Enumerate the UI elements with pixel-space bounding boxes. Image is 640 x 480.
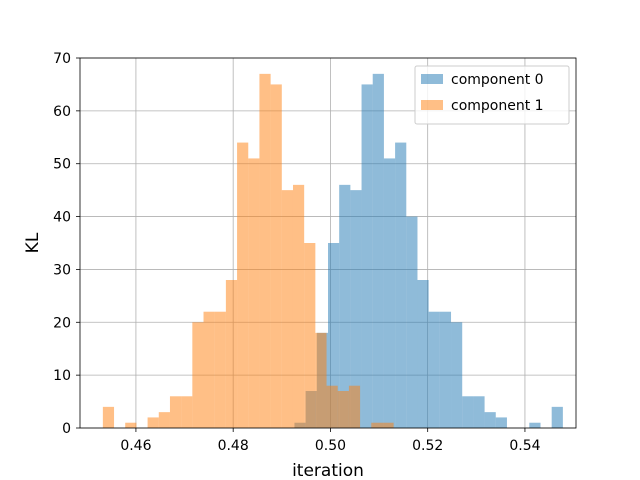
histogram-bar [102,406,115,428]
bars [102,73,563,429]
histogram-bar [192,322,204,428]
y-tick-label: 0 [62,421,71,437]
histogram-bar [270,84,282,428]
histogram-bar [315,332,327,428]
histogram-bar [326,385,338,428]
legend: component 0 component 1 [414,65,570,125]
x-tick-label: 0.46 [120,438,151,454]
histogram-bar [169,396,182,428]
histogram-bar [147,417,159,428]
histogram-bar [417,280,429,428]
y-tick-label: 40 [53,210,71,226]
legend-swatch [421,74,443,84]
histogram-bar [237,142,249,429]
histogram-bar [406,216,418,428]
histogram-bar [439,311,452,428]
histogram-bar [361,84,373,428]
x-tick-label: 0.54 [509,438,540,454]
y-tick-label: 30 [53,262,71,278]
histogram-bar [462,396,474,428]
histogram-bar [214,311,226,428]
y-tick-label: 20 [53,315,71,331]
histogram-bar [372,73,384,428]
histogram-bar [451,322,463,428]
histogram-bar [383,158,396,428]
histogram-bar [551,406,563,428]
histogram-bar [125,422,137,428]
y-tick-label: 50 [53,157,71,173]
y-tick-label: 10 [53,368,71,384]
legend-swatch [421,100,443,110]
histogram-bar [350,190,362,428]
histogram-bar [225,280,238,428]
histogram-bar [203,311,215,428]
histogram-bar [328,243,340,428]
histogram-bar [181,396,193,428]
histogram-bar [382,422,394,428]
y-axis-title: KL [23,232,43,253]
x-tick-label: 0.52 [412,438,443,454]
x-axis-title: iteration [292,461,364,480]
histogram-bar [529,422,541,428]
histogram-bar [281,190,293,428]
histogram-bar [304,243,316,428]
histogram-bar [248,158,260,428]
x-tick-label: 0.50 [315,438,346,454]
legend-label: component 1 [451,98,544,114]
histogram-bar [371,422,383,428]
legend-label: component 0 [451,72,544,88]
legend-box [414,65,570,125]
histogram-bar [292,184,305,428]
histogram-bar [259,73,271,428]
series-1-bars [102,73,394,429]
y-tick-label: 60 [53,104,71,120]
x-tick-label: 0.48 [218,438,249,454]
histogram-bar [339,184,351,428]
histogram-bar [473,396,485,428]
histogram-bar [428,311,440,428]
histogram-bar [495,417,507,428]
histogram-bar [484,412,496,428]
histogram-bar [337,391,349,428]
histogram-bar [348,385,361,428]
y-tick-label: 70 [53,51,71,67]
histogram-bar [395,142,407,429]
axes: 0.46 0.48 0.50 0.52 0.54 0 10 20 30 40 50 60 70 itera… [23,51,577,480]
histogram-bar [158,412,170,428]
plot-frame [79,57,577,429]
